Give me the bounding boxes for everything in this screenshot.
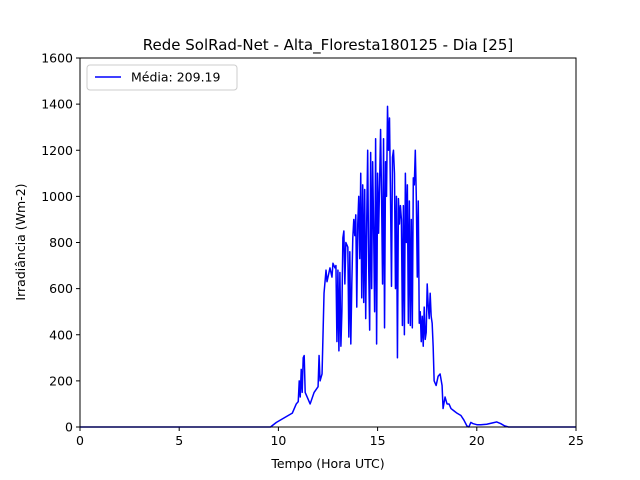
y-tick-label: 1000 (41, 189, 73, 204)
chart-title: Rede SolRad-Net - Alta_Floresta180125 - … (143, 36, 513, 55)
legend-box (86, 64, 238, 91)
series-line (80, 105, 576, 428)
y-tick-label: 600 (49, 281, 73, 296)
x-tick-label: 25 (568, 433, 584, 448)
y-ticks: 0 200 400 600 800 1000 1200 1400 1600 (41, 51, 80, 435)
y-tick-label: 200 (49, 373, 73, 388)
y-tick-label: 1200 (41, 143, 73, 158)
x-ticks: 0 5 10 15 20 25 (76, 427, 584, 448)
legend: Média: 209.19 (86, 64, 238, 91)
y-tick-label: 1400 (41, 97, 73, 112)
axes-frame (79, 57, 577, 428)
plot-area (80, 58, 576, 427)
y-axis-label: Irradiância (Wm-2) (13, 183, 28, 300)
x-tick-label: 10 (270, 433, 286, 448)
legend-label: Média: 209.19 (131, 70, 221, 85)
x-tick-label: 20 (469, 433, 485, 448)
x-tick-label: 0 (76, 433, 84, 448)
y-tick-label: 1600 (41, 51, 73, 66)
y-tick-label: 400 (49, 327, 73, 342)
x-tick-label: 5 (175, 433, 183, 448)
x-axis-label: Tempo (Hora UTC) (270, 456, 384, 471)
y-tick-label: 800 (49, 235, 73, 250)
x-tick-label: 15 (370, 433, 386, 448)
y-tick-label: 0 (65, 420, 73, 435)
